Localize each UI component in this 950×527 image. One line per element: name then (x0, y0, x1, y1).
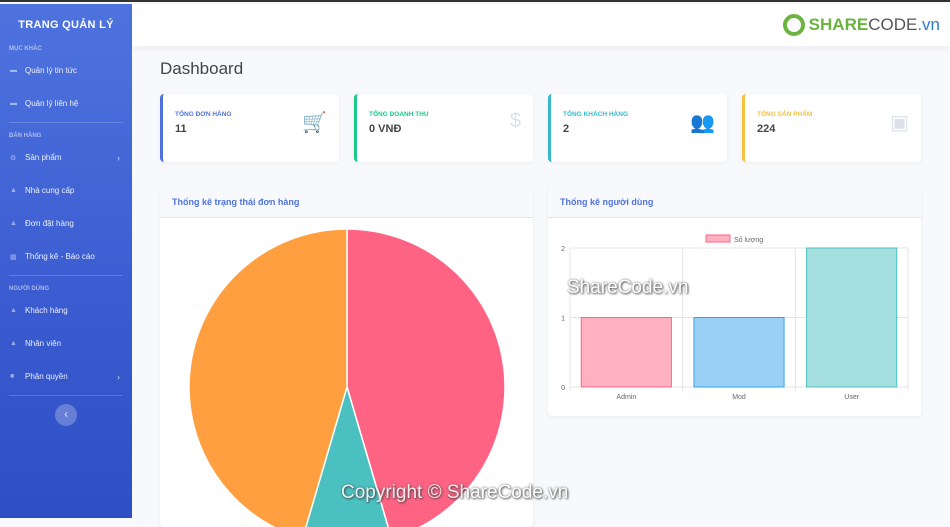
sidebar-item[interactable]: ▲ Nhân viên (0, 327, 132, 360)
x-tick-label: Admin (616, 394, 636, 401)
logo-icon (782, 14, 805, 36)
cart-icon: 🛒 (302, 112, 327, 134)
order-status-pie-chart (188, 228, 506, 527)
dollar-icon: $ (509, 110, 521, 132)
sidebar-item-label: Thống kê - Báo cáo (25, 252, 95, 261)
chart-area-icon: ▲ (10, 220, 17, 227)
panel-title: Thống kê người dùng (548, 187, 921, 218)
sidebar-heading: Bán hàng (9, 133, 42, 139)
divider (9, 122, 123, 123)
order-status-panel: Thống kê trạng thái đơn hàng (160, 187, 533, 527)
sidebar-brand[interactable]: TRANG QUẢN LÝ (18, 19, 114, 31)
divider (9, 395, 123, 396)
logo-text: CODE (868, 15, 918, 34)
page-title: Dashboard (160, 59, 244, 78)
sidebar-item[interactable]: ■ Phân quyền › (0, 360, 132, 393)
stat-value: 11 (175, 123, 187, 135)
sidebar-item[interactable]: ▬ Quản lý tin tức (0, 54, 132, 87)
users-icon: 👥 (690, 112, 715, 134)
sidebar-item-label: Quản lý tin tức (25, 66, 78, 75)
user-stats-panel: Thống kê người dùng Số lượng 0 1 2 Admin Mod U… (548, 187, 921, 416)
bar[interactable] (693, 317, 785, 388)
stat-card: Tổng khách hàng 2 👥 (548, 94, 727, 162)
stat-card: Tổng đơn hàng 11 🛒 (160, 94, 339, 162)
sidebar-item-label: Quản lý liên hệ (25, 99, 79, 108)
stat-value: 2 (563, 123, 570, 135)
sidebar-item[interactable]: ▦ Thống kê - Báo cáo (0, 240, 132, 273)
x-tick-label: User (844, 394, 859, 401)
sidebar-item-label: Nhân viên (25, 339, 62, 348)
sidebar: TRANG QUẢN LÝ Mục khác ▬ Quản lý tin tức ▬ Q… (0, 4, 132, 518)
y-tick-label: 1 (561, 316, 565, 323)
legend-label: Số lượng (734, 235, 763, 244)
stat-label: Tổng sản phẩm (757, 111, 813, 118)
y-tick-label: 0 (561, 385, 565, 392)
sidebar-heading: Người dùng (9, 286, 50, 292)
user-stats-bar-chart: Số lượng 0 1 2 Admin Mod User (561, 234, 909, 401)
logo-text: SHARE (808, 15, 869, 34)
bar[interactable] (580, 317, 672, 388)
sharecode-logo[interactable]: SHARE CODE .vn (782, 14, 940, 36)
pie-slice[interactable] (346, 228, 506, 527)
chart-area-icon: ▲ (10, 340, 17, 347)
sidebar-item-label: Nhà cung cấp (25, 186, 75, 195)
watermark: Copyright © ShareCode.vn (341, 482, 569, 503)
sidebar-toggle-button[interactable]: ‹ (55, 404, 77, 426)
sidebar-item-label: Đơn đặt hàng (25, 219, 74, 228)
sidebar-heading: Mục khác (9, 46, 42, 52)
chart-area-icon: ▲ (10, 307, 17, 314)
watermark: ShareCode.vn (567, 277, 689, 298)
divider (9, 275, 123, 276)
sidebar-item[interactable]: ▬ Quản lý liên hệ (0, 87, 132, 120)
bar[interactable] (806, 247, 898, 388)
sidebar-item[interactable]: ⚙ Sản phẩm › (0, 141, 132, 174)
legend-swatch[interactable] (705, 234, 731, 243)
stat-label: Tổng doanh thu (369, 111, 429, 118)
stat-label: Tổng khách hàng (563, 111, 628, 118)
chart-area-icon: ▲ (10, 187, 17, 194)
topbar: SHARE CODE .vn (132, 4, 950, 46)
box-icon: ▣ (890, 112, 909, 134)
stat-card: Tổng sản phẩm 224 ▣ (742, 94, 921, 162)
table-icon: ▦ (10, 253, 17, 261)
sidebar-item[interactable]: ▲ Đơn đặt hàng (0, 207, 132, 240)
pie-slice[interactable] (188, 228, 348, 527)
newspaper-icon: ▬ (10, 67, 17, 74)
stat-card: Tổng doanh thu 0 VNĐ $ (354, 94, 533, 162)
newspaper-icon: ▬ (10, 100, 17, 107)
sidebar-item-label: Sản phẩm (25, 153, 62, 162)
chevron-right-icon: › (117, 152, 120, 163)
sidebar-item[interactable]: ▲ Nhà cung cấp (0, 174, 132, 207)
pie-slice[interactable] (302, 384, 391, 527)
sidebar-item[interactable]: ▲ Khách hàng (0, 294, 132, 327)
stat-value: 224 (757, 123, 776, 135)
stat-value: 0 VNĐ (369, 123, 402, 135)
panel-title: Thống kê trạng thái đơn hàng (160, 187, 533, 218)
y-tick-label: 2 (561, 246, 565, 253)
folder-icon: ■ (10, 373, 15, 380)
x-tick-label: Mod (732, 394, 746, 401)
sidebar-item-label: Khách hàng (25, 306, 68, 315)
sidebar-item-label: Phân quyền (25, 372, 68, 381)
stat-label: Tổng đơn hàng (175, 111, 232, 118)
chevron-right-icon: › (117, 371, 120, 382)
logo-text: .vn (917, 15, 940, 34)
gear-icon: ⚙ (10, 154, 17, 162)
